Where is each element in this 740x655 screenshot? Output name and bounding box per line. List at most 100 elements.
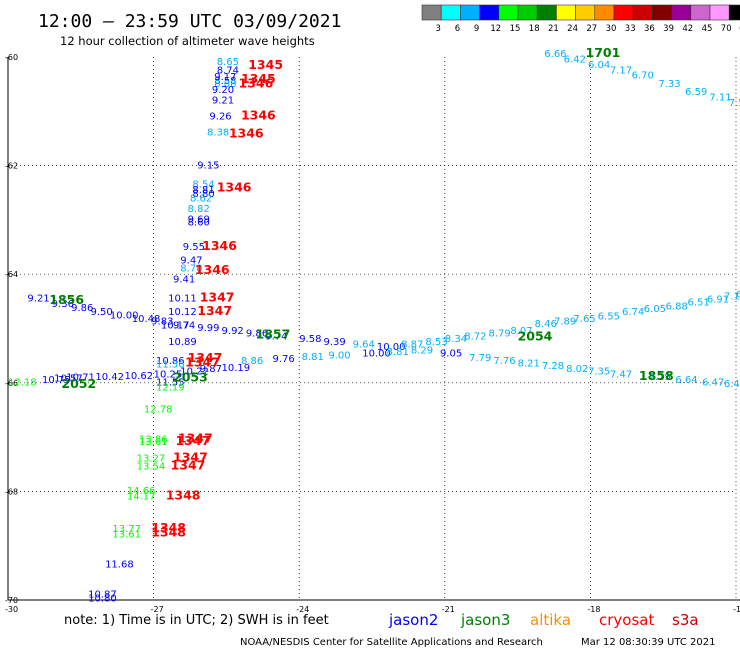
wave-height-label: 7.89 — [554, 317, 576, 328]
wave-height-label: 9.55 — [183, 242, 205, 253]
wave-height-label: 9.20 — [212, 85, 234, 96]
pass-time-label: 1347 — [173, 450, 208, 465]
wave-height-label: 9.05 — [440, 349, 462, 360]
wave-height-label: 10.25 — [154, 369, 183, 380]
wave-height-label: 6.64 — [675, 375, 697, 386]
wave-height-label: 10.89 — [168, 337, 197, 348]
wave-height-label: 8.21 — [518, 359, 540, 370]
colorbar-swatch — [575, 4, 596, 21]
y-tick-label: -64 — [5, 270, 18, 279]
pass-time-label: 1347 — [185, 355, 220, 370]
wave-height-label: 7.58 — [729, 98, 740, 109]
colorbar-swatch — [652, 4, 672, 21]
wave-height-label: 9.21 — [27, 293, 49, 304]
wave-height-label: 6.91 — [707, 294, 729, 305]
pass-time-label: 2053 — [173, 370, 208, 385]
pass-time-label: 1347 — [188, 350, 223, 365]
colorbar-label: 70 — [721, 24, 732, 34]
wave-height-label: 9.00 — [328, 350, 350, 361]
wave-height-label: 12.18 — [8, 378, 37, 389]
wave-height-label: 13.77 — [112, 524, 141, 535]
pass-time-label: 1347 — [197, 303, 232, 318]
wave-height-label: 8.81 — [387, 347, 409, 358]
colorbar-swatch — [556, 4, 576, 21]
wave-height-label: 10.17 — [161, 321, 190, 332]
colorbar-label: 36 — [644, 24, 655, 34]
colorbar-label: 24 — [567, 24, 578, 34]
pass-time-label: 1348 — [151, 520, 186, 535]
wave-height-label: 11.68 — [105, 559, 134, 570]
wave-height-label: 7.65 — [573, 314, 595, 325]
wave-height-label: 10.62 — [124, 371, 153, 382]
y-tick-label: -68 — [5, 487, 18, 496]
wave-height-label: 7.79 — [469, 353, 491, 364]
wave-height-label: 9.15 — [197, 160, 219, 171]
wave-height-label: 10.22 — [180, 367, 209, 378]
wave-height-label: 6.66 — [544, 49, 566, 60]
wave-height-label: 10.86 — [156, 356, 185, 367]
colorbar-swatch — [690, 4, 711, 21]
wave-height-label: 7.29 — [649, 372, 671, 383]
wave-height-label: 13.61 — [139, 437, 168, 448]
wave-height-label: 13.54 — [137, 462, 166, 473]
legend-item-jason3: jason3 — [460, 611, 510, 629]
wave-height-label: 7.47 — [610, 369, 632, 380]
wave-height-label: 10.87 — [88, 589, 117, 600]
data-labels: 8.658.749.178.588.889.209.219.268.389.15… — [8, 45, 740, 605]
wave-height-label: 9.41 — [173, 274, 195, 285]
pass-time-label: 1347 — [171, 458, 206, 473]
wave-height-label: 9.74 — [173, 321, 195, 332]
wave-height-label: 8.79 — [488, 329, 510, 340]
x-tick-label: -27 — [151, 605, 164, 614]
plot-frame — [8, 55, 740, 600]
colorbar-label: 18 — [529, 24, 540, 34]
wave-height-label: 7.35 — [588, 367, 610, 378]
wave-height-label: 10.75 — [42, 375, 71, 386]
wave-height-label: 9.74 — [265, 331, 287, 342]
wave-height-label: 9.83 — [151, 317, 173, 328]
wave-height-label: 8.65 — [217, 57, 239, 68]
wave-height-label: 6.4 — [724, 379, 740, 390]
pass-time-label: 1346 — [239, 75, 274, 90]
pass-time-label: 1345 — [248, 57, 283, 72]
y-tick-label: -66 — [5, 379, 18, 388]
wave-height-label: 8.34 — [445, 334, 467, 345]
pass-time-label: 1345 — [241, 71, 276, 86]
colorbar-swatch — [632, 4, 653, 21]
colorbar-label: 3 — [435, 24, 440, 34]
wave-height-label: 9.47 — [180, 255, 202, 266]
y-tick-label: -70 — [5, 596, 18, 605]
colorbar-label: 27 — [586, 24, 597, 34]
colorbar-label: 12 — [490, 24, 501, 34]
wave-height-label: 8.82 — [188, 204, 210, 215]
wave-height-label: 14.17 — [127, 492, 156, 503]
wave-height-label: 9.21 — [212, 96, 234, 107]
y-tick-label: -62 — [5, 162, 18, 171]
footer-note: note: 1) Time is in UTC; 2) SWH is in fe… — [64, 613, 329, 628]
wave-height-label: 8.58 — [214, 76, 236, 87]
colorbar-swatch — [498, 4, 519, 21]
pass-time-label: 1701 — [586, 45, 621, 60]
wave-height-label: 6.55 — [598, 311, 620, 322]
wave-height-label: 6.59 — [685, 87, 707, 98]
pass-time-label: 1347 — [200, 289, 235, 304]
wave-height-label: 9.64 — [353, 340, 375, 351]
colorbar-label: 6 — [455, 24, 460, 34]
pass-time-label: 1346 — [229, 125, 264, 140]
colorbar-swatch — [479, 4, 500, 21]
wave-height-label: 6.04 — [588, 60, 610, 71]
wave-height-label: 8.02 — [566, 364, 588, 375]
wave-height-label: 8.29 — [411, 345, 433, 356]
x-tick-label: -18 — [587, 605, 600, 614]
wave-height-label: 10.57 — [54, 374, 83, 385]
colorbar-label: 15 — [510, 24, 521, 34]
wave-height-label: 10.48 — [132, 314, 161, 325]
wave-height-label: 8.88 — [214, 79, 236, 90]
wave-height-label: 6.70 — [632, 71, 654, 82]
colorbar-label: 45 — [702, 24, 713, 34]
wave-height-label: 7.18 — [724, 292, 740, 303]
pass-time-label: 1346 — [217, 180, 252, 195]
wave-height-label: 10.80 — [88, 594, 117, 605]
colorbar-swatch — [460, 4, 480, 21]
